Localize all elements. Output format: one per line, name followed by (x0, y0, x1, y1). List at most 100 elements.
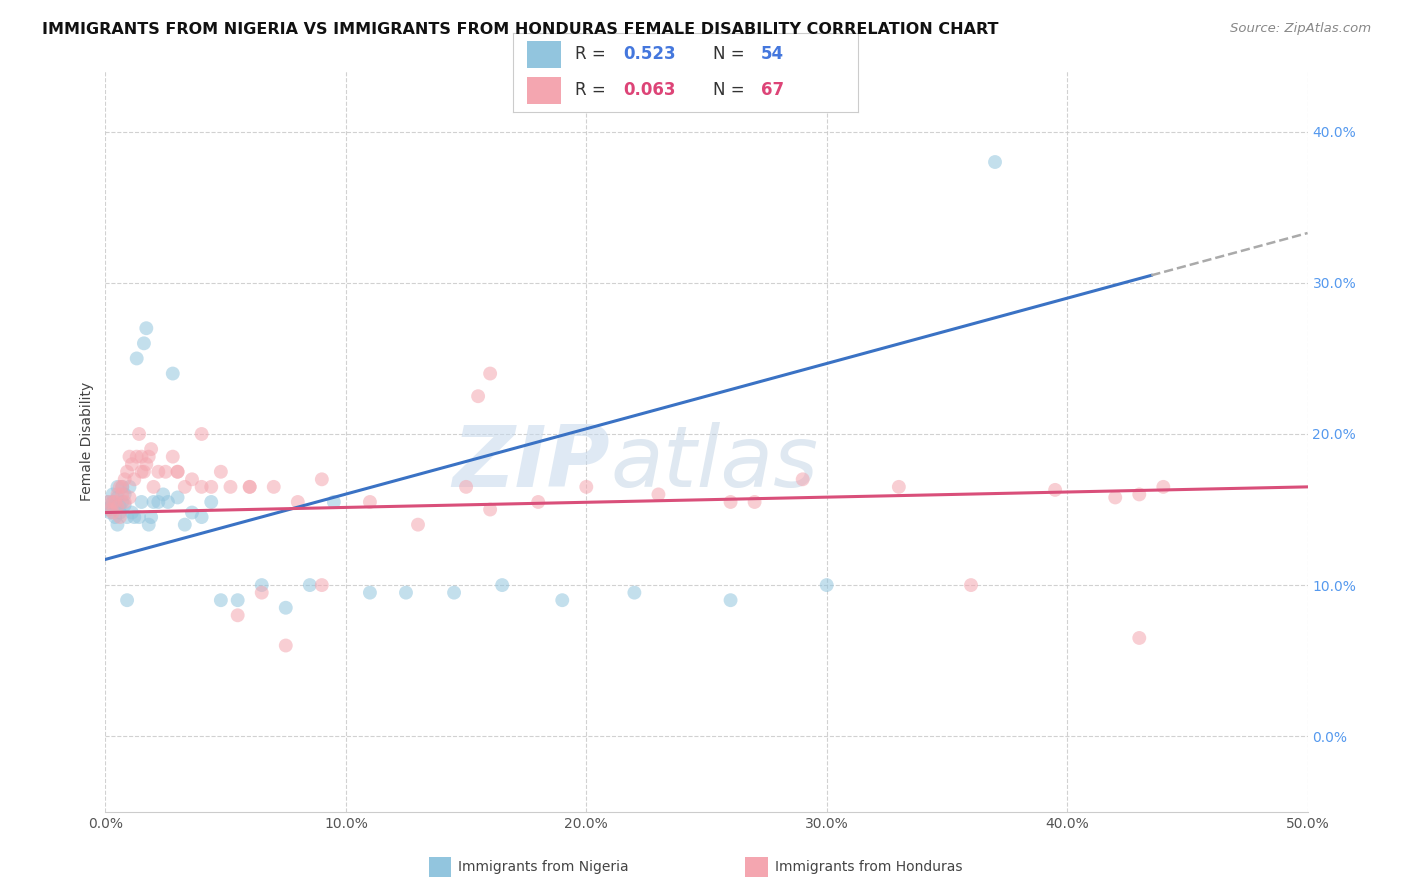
Point (125, 450, 148, 464)
Point (111, 480, 134, 494)
Point (623, 585, 645, 599)
Point (395, 585, 418, 599)
Point (239, 480, 262, 494)
Point (479, 502, 502, 516)
Point (114, 472, 136, 486)
Point (166, 465, 188, 479)
Point (139, 510, 162, 524)
Text: 0.523: 0.523 (623, 45, 676, 63)
Point (124, 472, 146, 486)
Point (479, 367, 502, 381)
Point (173, 480, 195, 494)
Point (166, 491, 188, 505)
Text: R =: R = (575, 81, 612, 99)
Point (101, 487, 124, 501)
Bar (527, 77, 561, 103)
Point (239, 480, 262, 494)
Point (124, 510, 146, 524)
Point (173, 517, 195, 532)
Point (406, 517, 429, 532)
Point (128, 427, 150, 442)
Point (454, 480, 477, 494)
Point (138, 517, 160, 532)
Point (118, 491, 141, 505)
Point (162, 450, 184, 464)
Point (132, 336, 155, 351)
Point (107, 491, 129, 505)
Point (108, 506, 131, 520)
Point (115, 465, 138, 479)
Point (887, 480, 910, 494)
Point (744, 495, 766, 509)
Point (104, 510, 127, 524)
Text: 67: 67 (761, 81, 785, 99)
Point (97, 502, 120, 516)
Point (298, 578, 321, 592)
Point (359, 495, 381, 509)
Text: 54: 54 (761, 45, 785, 63)
Point (647, 487, 669, 501)
Text: N =: N = (713, 81, 749, 99)
Point (162, 367, 184, 381)
Point (1104, 491, 1126, 505)
Point (98, 502, 121, 516)
Point (200, 480, 222, 494)
Point (287, 495, 309, 509)
Point (101, 495, 124, 509)
Point (121, 457, 143, 471)
Point (128, 510, 150, 524)
Point (114, 487, 136, 501)
Text: N =: N = (713, 45, 749, 63)
Point (111, 480, 134, 494)
Point (155, 465, 177, 479)
Point (1128, 631, 1150, 645)
Point (274, 600, 297, 615)
Point (98, 500, 121, 514)
Text: 0.063: 0.063 (623, 81, 676, 99)
Point (156, 495, 179, 509)
Point (263, 480, 285, 494)
Point (209, 465, 232, 479)
Point (108, 480, 131, 494)
Text: Immigrants from Honduras: Immigrants from Honduras (775, 860, 962, 874)
Point (190, 510, 212, 524)
Point (181, 506, 204, 520)
Point (101, 506, 124, 520)
Point (792, 472, 814, 486)
Point (97, 495, 120, 509)
Point (115, 593, 138, 607)
Point (138, 450, 160, 464)
Point (131, 450, 153, 464)
Point (104, 498, 127, 512)
Point (111, 487, 134, 501)
Text: Source: ZipAtlas.com: Source: ZipAtlas.com (1230, 22, 1371, 36)
Point (209, 593, 232, 607)
Point (311, 472, 333, 486)
Point (190, 427, 212, 442)
Point (491, 578, 513, 592)
Point (152, 487, 174, 501)
Y-axis label: Female Disability: Female Disability (80, 382, 94, 501)
Point (108, 500, 131, 514)
Text: atlas: atlas (610, 422, 818, 505)
Point (104, 495, 127, 509)
Point (115, 510, 138, 524)
Point (142, 495, 165, 509)
Point (575, 480, 598, 494)
Point (166, 465, 188, 479)
Point (131, 465, 153, 479)
Point (131, 495, 153, 509)
Point (121, 506, 143, 520)
Point (274, 639, 297, 653)
Point (148, 495, 170, 509)
Point (1043, 483, 1066, 497)
Point (101, 495, 124, 509)
Point (118, 480, 141, 494)
Point (98, 506, 121, 520)
Point (226, 593, 249, 607)
Point (720, 495, 742, 509)
Point (815, 578, 838, 592)
Point (551, 593, 574, 607)
Point (527, 495, 550, 509)
Point (97, 495, 120, 509)
